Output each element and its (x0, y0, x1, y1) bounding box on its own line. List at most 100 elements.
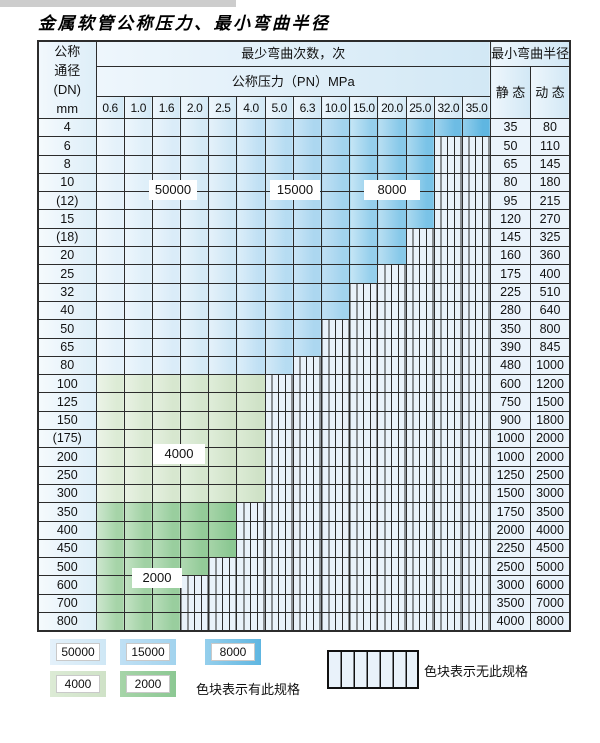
spec-cell-4000 (208, 410, 238, 431)
table-row-dn-150: 150 900 1800 (37, 410, 571, 431)
no-spec-cell (433, 154, 463, 174)
spec-cell-50000 (208, 300, 238, 321)
no-spec-cell (264, 538, 294, 559)
no-spec-cell (264, 392, 294, 412)
no-spec-cell (433, 557, 463, 577)
table-row-dn-800: 800 4000 8000 (37, 612, 571, 632)
no-spec-cell (320, 538, 351, 559)
dn-value-cell: 100 (37, 374, 97, 394)
no-spec-cell (377, 447, 407, 467)
spec-cell-15000 (292, 282, 323, 302)
spec-cell-2000 (95, 557, 125, 577)
no-spec-cell (320, 483, 351, 504)
dynamic-value-cell: 3500 (529, 502, 571, 522)
no-spec-cell (461, 465, 492, 485)
dynamic-value-cell: 4500 (529, 538, 571, 559)
dynamic-value-cell: 510 (529, 282, 571, 302)
no-spec-cell (377, 557, 407, 577)
static-value-cell: 4000 (490, 612, 531, 632)
no-spec-cell (461, 520, 492, 540)
legend-swatch-8000: 8000 (205, 639, 261, 665)
static-value-cell: 160 (490, 246, 531, 266)
spec-cell-4000 (236, 392, 266, 412)
spec-cell-15000 (264, 282, 294, 302)
spec-cell-15000 (264, 355, 294, 376)
spec-cell-2000 (123, 502, 153, 522)
spec-cell-2000 (180, 557, 210, 577)
spec-cell-50000 (95, 355, 125, 376)
no-spec-cell (292, 355, 323, 376)
no-spec-cell (405, 593, 435, 614)
spec-cell-8000 (377, 209, 407, 229)
dynamic-value-cell: 1200 (529, 374, 571, 394)
table-row-dn-25: 25 175 400 (37, 264, 571, 284)
spec-cell-50000 (208, 282, 238, 302)
spec-cell-50000 (180, 300, 210, 321)
no-spec-cell (461, 300, 492, 321)
spec-cell-8000 (377, 117, 407, 138)
spec-cell-15000 (236, 191, 266, 211)
no-spec-cell (461, 246, 492, 266)
spec-cell-50000 (123, 282, 153, 302)
no-spec-cell (461, 557, 492, 577)
spec-cell-2000 (151, 612, 182, 632)
dynamic-value-cell: 110 (529, 136, 571, 156)
static-value-cell: 65 (490, 154, 531, 174)
spec-cell-4000 (123, 429, 153, 449)
spec-cell-4000 (180, 392, 210, 412)
spec-cell-4000 (180, 410, 210, 431)
table-row-dn-250: 250 1250 2500 (37, 465, 571, 485)
spec-cell-50000 (123, 319, 153, 339)
region-label-50000: 50000 (149, 180, 197, 200)
spec-cell-15000 (320, 136, 351, 156)
no-spec-cell (320, 337, 351, 357)
spec-cell-50000 (123, 191, 153, 211)
spec-cell-4000 (123, 410, 153, 431)
dynamic-header: 动 态 (529, 65, 571, 119)
spec-cell-4000 (208, 483, 238, 504)
spec-cell-8000 (377, 136, 407, 156)
spec-cell-4000 (180, 374, 210, 394)
dn-value-cell: 700 (37, 593, 97, 614)
dynamic-value-cell: 270 (529, 209, 571, 229)
table-row-dn-12: (12) 95 215 (37, 191, 571, 211)
dynamic-value-cell: 2500 (529, 465, 571, 485)
static-value-cell: 2000 (490, 520, 531, 540)
no-spec-cell (264, 429, 294, 449)
spec-cell-50000 (95, 191, 125, 211)
no-spec-cell (180, 612, 210, 632)
no-spec-cell (433, 374, 463, 394)
spec-cell-4000 (151, 410, 182, 431)
dynamic-value-cell: 845 (529, 337, 571, 357)
legend-swatch-2000: 2000 (120, 671, 176, 697)
spec-cell-50000 (151, 246, 182, 266)
no-spec-cell (433, 575, 463, 595)
dn-value-cell: 65 (37, 337, 97, 357)
no-spec-cell (405, 520, 435, 540)
spec-cell-15000 (264, 136, 294, 156)
pressure-value-header: 10.0 (320, 96, 351, 119)
spec-cell-15000 (236, 117, 266, 138)
pressure-value-header: 15.0 (349, 96, 379, 119)
spec-cell-2000 (180, 520, 210, 540)
region-label-8000: 8000 (364, 180, 420, 200)
spec-cell-50000 (95, 264, 125, 284)
spec-cell-50000 (95, 319, 125, 339)
static-value-cell: 35 (490, 117, 531, 138)
spec-cell-50000 (208, 355, 238, 376)
spec-cell-2000 (123, 520, 153, 540)
spec-cell-15000 (320, 172, 351, 193)
no-spec-cell (320, 502, 351, 522)
no-spec-cell (377, 300, 407, 321)
no-spec-cell (292, 502, 323, 522)
spec-cell-15000 (292, 136, 323, 156)
spec-cell-50000 (180, 355, 210, 376)
spec-cell-15000 (320, 209, 351, 229)
no-spec-cell (208, 575, 238, 595)
no-spec-cell (236, 520, 266, 540)
spec-cell-50000 (95, 209, 125, 229)
no-spec-cell (433, 520, 463, 540)
static-value-cell: 750 (490, 392, 531, 412)
table-row-dn-65: 65 390 845 (37, 337, 571, 357)
spec-cell-2000 (151, 520, 182, 540)
